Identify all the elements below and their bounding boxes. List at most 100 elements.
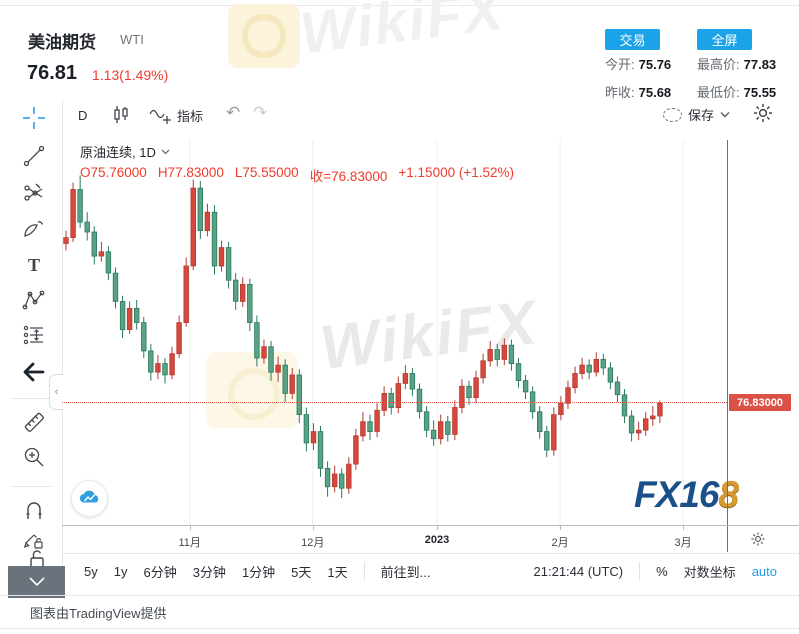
svg-text:T: T [28, 255, 40, 275]
price-axis-divider[interactable] [727, 140, 728, 552]
indicator-wave-icon [149, 109, 171, 124]
crosshair-icon [23, 107, 45, 129]
fullscreen-button[interactable]: 全屏 [697, 29, 752, 50]
redo-button[interactable]: ↷ [253, 103, 268, 122]
range-1y[interactable]: 1y [113, 563, 128, 579]
bottom-border [0, 628, 799, 629]
trend-line-tool-button[interactable] [21, 143, 47, 169]
text-tool-button[interactable]: T [21, 252, 47, 278]
price-change: 1.13(1.49%) [92, 67, 169, 83]
stat-open: 今开: 75.76 [605, 57, 672, 72]
series-title: 原油连续, 1D [80, 145, 156, 160]
stat-prev-close: 昨收: 75.68 [605, 85, 672, 100]
auto-scale-button[interactable]: auto [751, 563, 777, 579]
wikifx-eagle-watermark-2 [206, 352, 298, 428]
ohlc-open: O75.76000 [80, 165, 147, 180]
last-price: 76.81 [27, 62, 78, 84]
range-5y[interactable]: 5y [84, 563, 98, 579]
chevron-down-icon [161, 149, 170, 154]
cloud-sync-icon [663, 107, 682, 122]
eagle-swirl [242, 14, 286, 58]
x-axis-tick [683, 526, 685, 530]
interval-selector[interactable]: D [78, 108, 88, 123]
price-axis-label: 76.83000 [729, 394, 791, 412]
panel-collapse-handle[interactable]: ‹ [49, 374, 63, 410]
gear-icon [754, 104, 772, 122]
stat-high: 最高价: 77.83 [697, 57, 777, 72]
magnet-tool-button[interactable] [21, 497, 47, 523]
last-price-line [62, 401, 727, 403]
trade-button[interactable]: 交易 [605, 29, 660, 50]
gear-icon [751, 532, 765, 546]
toolbar-separator [639, 562, 641, 580]
measure-tool-button[interactable] [21, 409, 47, 435]
zoom-in-tool-button[interactable] [21, 444, 47, 470]
symbol-code: WTI [120, 32, 144, 47]
blue-cloud-chart-icon [79, 490, 99, 503]
text-icon: T [28, 255, 40, 275]
chevron-down-icon [28, 577, 45, 587]
goto-date-button[interactable]: 前往到... [380, 564, 431, 580]
x-axis-label: 3月 [674, 537, 692, 549]
brush-icon [24, 221, 44, 237]
x-axis-label: 2023 [424, 534, 450, 546]
long-position-icon [23, 325, 43, 345]
candlestick-chart[interactable] [62, 140, 727, 525]
x-axis-line [62, 525, 799, 526]
log-scale-button[interactable]: 对数坐标 [683, 564, 736, 580]
symbol-name: 美油期货 [28, 33, 96, 52]
position-tool-button[interactable] [21, 322, 47, 348]
x-axis-label: 11月 [178, 537, 201, 549]
sidebar-collapse-button[interactable] [8, 566, 65, 598]
magnet-icon [26, 502, 42, 519]
brush-tool-button[interactable] [21, 216, 47, 242]
range-1d[interactable]: 1天 [327, 564, 348, 580]
clock-time[interactable]: 21:21:44 (UTC) [533, 563, 624, 579]
ohlc-low: L75.55000 [234, 165, 299, 180]
axis-options: 21:21:44 (UTC) % 对数坐标 auto [534, 559, 777, 583]
save-button[interactable]: 保存 [663, 105, 730, 124]
range-3m[interactable]: 3分钟 [192, 564, 226, 580]
chart-legend[interactable]: 原油连续, 1D [80, 142, 170, 161]
save-label: 保存 [688, 108, 715, 123]
percent-scale-button[interactable]: % [656, 563, 668, 579]
range-1m[interactable]: 1分钟 [241, 564, 276, 580]
magnifier-plus-icon [24, 447, 44, 467]
range-6m[interactable]: 6分钟 [143, 564, 177, 580]
indicators-label: 指标 [177, 108, 204, 124]
ohlc-readout: O75.76000 H77.83000 L75.55000 收=76.83000… [80, 165, 514, 185]
drawing-lock-tool-button[interactable] [21, 527, 47, 553]
back-button[interactable] [21, 359, 47, 385]
range-5d[interactable]: 5天 [291, 564, 312, 580]
x-axis-tick [189, 526, 191, 530]
wikifx-eagle-watermark [228, 4, 300, 68]
arrow-left-icon [23, 362, 45, 382]
stat-low: 最低价: 75.55 [697, 85, 777, 100]
candlestick-icon [114, 106, 128, 123]
time-axis[interactable]: 11月 12月 2023 2月 3月 [0, 525, 799, 553]
crosshair-tool-button[interactable] [21, 105, 47, 131]
indicators-button[interactable]: 指标 [148, 104, 203, 126]
x-axis-label: 2月 [551, 537, 569, 549]
undo-button[interactable]: ↶ [226, 103, 241, 122]
range-buttons: 5y 1y 6分钟 3分钟 1分钟 5天 1天 前往到... [84, 559, 430, 583]
ohlc-change: +1.15000 (+1.52%) [398, 165, 514, 180]
axis-settings-button[interactable] [750, 531, 766, 547]
x-axis-tick [437, 526, 439, 530]
chart-style-button[interactable] [110, 104, 132, 126]
pattern-tool-button[interactable] [21, 287, 47, 313]
chart-widget-button[interactable] [71, 480, 108, 517]
bottom-toolbar-divider [62, 553, 799, 554]
wikifx-watermark-top: WikiFX [296, 0, 509, 67]
trend-line-icon [23, 145, 45, 167]
footer-divider [0, 595, 799, 596]
quote-stats: 今开: 75.76 最高价: 77.83 昨收: 75.68 最低价: 75.55 [605, 54, 783, 101]
settings-button[interactable] [752, 102, 774, 124]
ohlc-high: H77.83000 [157, 165, 224, 180]
tradingview-attribution: 图表由TradingView提供 [30, 606, 167, 621]
pitchfork-tool-button[interactable] [21, 180, 47, 206]
x-axis-label: 12月 [301, 537, 325, 549]
ohlc-close: 收=76.83000 [309, 169, 388, 184]
sidebar-separator [10, 398, 52, 399]
